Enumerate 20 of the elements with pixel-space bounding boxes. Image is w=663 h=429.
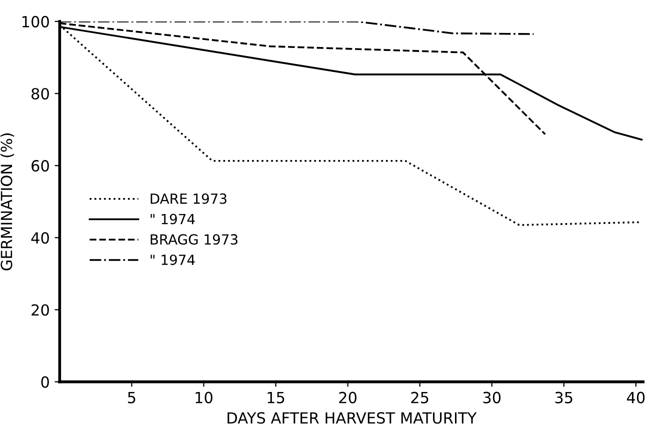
y-tick-label: 60: [32, 160, 49, 172]
y-tick-label: 0: [41, 376, 49, 388]
x-tick-label: 15: [268, 392, 284, 404]
legend-label: " 1974: [150, 254, 195, 266]
x-tick-label: 5: [128, 392, 136, 404]
y-axis-title: GERMINATION (%): [0, 133, 14, 270]
x-tick-label: 25: [411, 392, 428, 404]
x-tick-label: 10: [196, 392, 212, 404]
y-tick-label: 80: [32, 88, 49, 100]
legend-label: BRAGG 1973: [150, 234, 238, 245]
legend-label: DARE 1973: [150, 193, 226, 204]
legend-label: " 1974: [150, 214, 195, 224]
x-tick-label: 40: [626, 392, 645, 404]
x-tick-label: 20: [339, 392, 356, 404]
x-tick-label: 30: [483, 392, 501, 404]
y-tick-label: 100: [22, 16, 49, 28]
x-axis-title: DAYS AFTER HARVEST MATURITY: [228, 412, 477, 424]
y-tick-label: 20: [32, 304, 49, 316]
y-tick-label: 40: [31, 232, 49, 244]
x-tick-label: 35: [555, 392, 572, 404]
